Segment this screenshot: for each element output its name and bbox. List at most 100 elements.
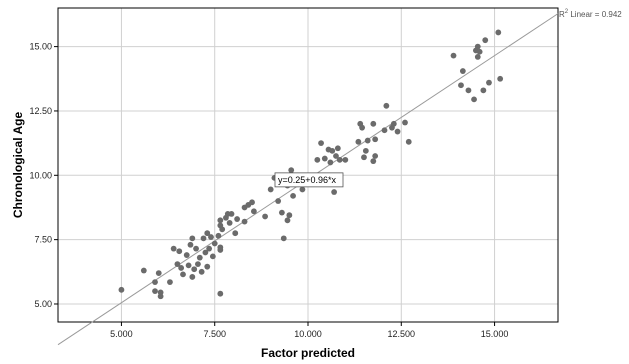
- data-point: [206, 245, 213, 252]
- data-point: [157, 289, 164, 296]
- data-point: [450, 52, 457, 59]
- data-point: [152, 279, 158, 286]
- data-point: [290, 192, 296, 199]
- data-point: [402, 119, 408, 126]
- data-point: [152, 288, 158, 295]
- data-point: [180, 271, 186, 278]
- data-point: [362, 147, 369, 154]
- data-point: [372, 136, 379, 143]
- x-tick-label: 15.000: [481, 329, 509, 339]
- data-point: [211, 240, 218, 247]
- data-point: [219, 226, 226, 233]
- data-point: [249, 199, 255, 206]
- data-point: [195, 261, 201, 267]
- data-point: [140, 267, 147, 274]
- data-point: [217, 290, 224, 297]
- y-tick-label: 12.50: [29, 106, 52, 116]
- data-point: [208, 234, 214, 240]
- data-point: [286, 212, 293, 219]
- data-point: [209, 253, 216, 260]
- r-squared-prefix: R: [559, 10, 565, 19]
- data-point: [193, 245, 199, 252]
- data-point: [331, 189, 338, 195]
- data-point: [383, 102, 390, 109]
- data-point: [275, 198, 282, 204]
- data-point: [370, 120, 377, 127]
- r-squared-superscript: 2: [565, 9, 569, 15]
- data-point: [381, 127, 388, 134]
- data-point: [405, 138, 412, 145]
- y-tick-label: 5.00: [34, 299, 52, 309]
- data-point: [189, 235, 196, 242]
- data-point: [183, 252, 190, 258]
- x-axis-title: Factor predicted: [261, 346, 355, 360]
- data-point: [226, 220, 233, 226]
- data-point: [482, 37, 489, 44]
- data-point: [217, 217, 224, 224]
- data-point: [370, 158, 377, 165]
- y-tick-label: 10.00: [29, 170, 52, 180]
- fit-equation-box: y=0.25+0.96*x: [274, 172, 344, 188]
- fit-equation-label: y=0.25+0.96*x: [278, 175, 337, 185]
- data-point: [228, 211, 235, 217]
- y-axis-ticks: 5.00 7.50 10.00 12.50 15.00: [29, 42, 58, 309]
- data-point: [486, 79, 492, 86]
- data-point: [167, 279, 173, 286]
- data-point: [327, 159, 334, 166]
- data-point: [364, 137, 371, 144]
- data-point: [476, 48, 483, 55]
- data-point: [155, 270, 162, 276]
- data-point: [458, 82, 464, 89]
- data-point: [215, 232, 222, 239]
- data-point: [495, 29, 502, 36]
- data-point: [280, 235, 287, 242]
- data-point: [471, 96, 477, 103]
- data-point: [198, 268, 205, 275]
- data-point: [241, 218, 248, 225]
- data-point: [329, 147, 336, 154]
- data-point: [267, 186, 274, 193]
- data-point: [187, 241, 194, 248]
- data-point: [334, 145, 341, 152]
- data-point: [361, 154, 367, 161]
- grid-lines: [58, 8, 558, 322]
- r-squared-label: R2 Linear = 0.942: [559, 9, 622, 19]
- data-point: [299, 186, 306, 193]
- data-point: [185, 262, 192, 269]
- data-point: [204, 230, 211, 237]
- data-point: [318, 140, 324, 147]
- data-point: [359, 124, 366, 131]
- data-point: [176, 248, 183, 255]
- data-point: [321, 155, 328, 162]
- data-point: [191, 266, 198, 273]
- data-point: [178, 265, 185, 271]
- data-point: [202, 249, 209, 256]
- data-point: [465, 87, 472, 94]
- data-point: [474, 54, 481, 60]
- data-point: [288, 167, 295, 174]
- data-point: [355, 138, 362, 145]
- x-tick-label: 5.000: [110, 329, 133, 339]
- data-point: [394, 128, 401, 135]
- data-point: [314, 156, 321, 163]
- data-point: [200, 235, 207, 242]
- data-point: [474, 43, 481, 50]
- x-axis-ticks: 5.000 7.500 10.000 12.500 15.000: [110, 322, 508, 339]
- data-point: [333, 153, 339, 159]
- data-point: [480, 87, 487, 94]
- y-axis-title: Chronological Age: [11, 112, 25, 219]
- data-point: [336, 156, 343, 163]
- x-tick-label: 10.000: [294, 329, 322, 339]
- data-point: [189, 274, 196, 280]
- y-tick-label: 15.00: [29, 42, 52, 52]
- x-tick-label: 12.500: [388, 329, 416, 339]
- data-point: [278, 209, 285, 216]
- data-point: [342, 156, 349, 163]
- r-squared-value: Linear = 0.942: [568, 10, 622, 19]
- y-tick-label: 7.50: [34, 235, 52, 245]
- data-point: [497, 75, 504, 82]
- data-point: [262, 213, 268, 220]
- fit-equation-frame: [274, 172, 344, 188]
- data-point: [459, 68, 466, 74]
